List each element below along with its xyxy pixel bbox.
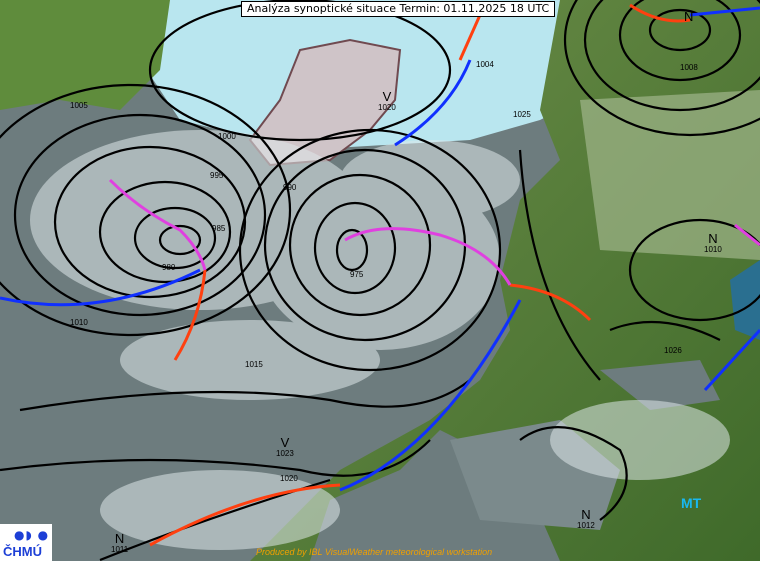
black-sea	[600, 360, 720, 410]
isobar-label: 995	[210, 171, 224, 180]
isobar-label: 1010	[70, 318, 88, 327]
isobar-label: 985	[212, 224, 226, 233]
warm-fronts	[149, 3, 691, 547]
low-pressure-center: N 1012	[577, 507, 595, 530]
airmass-label: MT	[681, 495, 702, 511]
high-pressure-center: V 1023	[276, 435, 294, 458]
isobar-label: 1026	[664, 346, 682, 355]
isobar-label: 1020	[280, 474, 298, 483]
land-canada	[0, 0, 170, 110]
isobar-label: 980	[162, 263, 176, 272]
high-pressure-center: V 1020	[378, 89, 396, 112]
low-pressure-center: N 1011	[111, 531, 129, 554]
map-title: Analýza synoptické situace Termin: 01.11…	[241, 1, 556, 17]
chmu-logo: ●◗ ● ČHMÚ	[0, 524, 52, 561]
isobar-label: 1015	[245, 360, 263, 369]
isobar-label: 1005	[70, 101, 88, 110]
land-steppe	[580, 90, 760, 260]
credit-text: Produced by IBL VisualWeather meteorolog…	[256, 547, 493, 557]
cold-fronts	[0, 6, 760, 492]
low-pressure-center: N	[684, 9, 694, 24]
logo-text: ČHMÚ	[3, 544, 42, 559]
isobar-label: 1000	[218, 132, 236, 141]
isobar-label: 990	[283, 183, 297, 192]
caspian-sea	[730, 260, 760, 340]
isobar-label: 1025	[513, 110, 531, 119]
occluded-fronts	[108, 178, 760, 286]
isobar-label: 1004	[476, 60, 494, 69]
logo-symbol: ●◗ ●	[14, 528, 50, 542]
low-pressure-center: N 1010	[704, 231, 722, 254]
isobar-label: 975	[350, 270, 364, 279]
isobar-label: 1008	[680, 63, 698, 72]
